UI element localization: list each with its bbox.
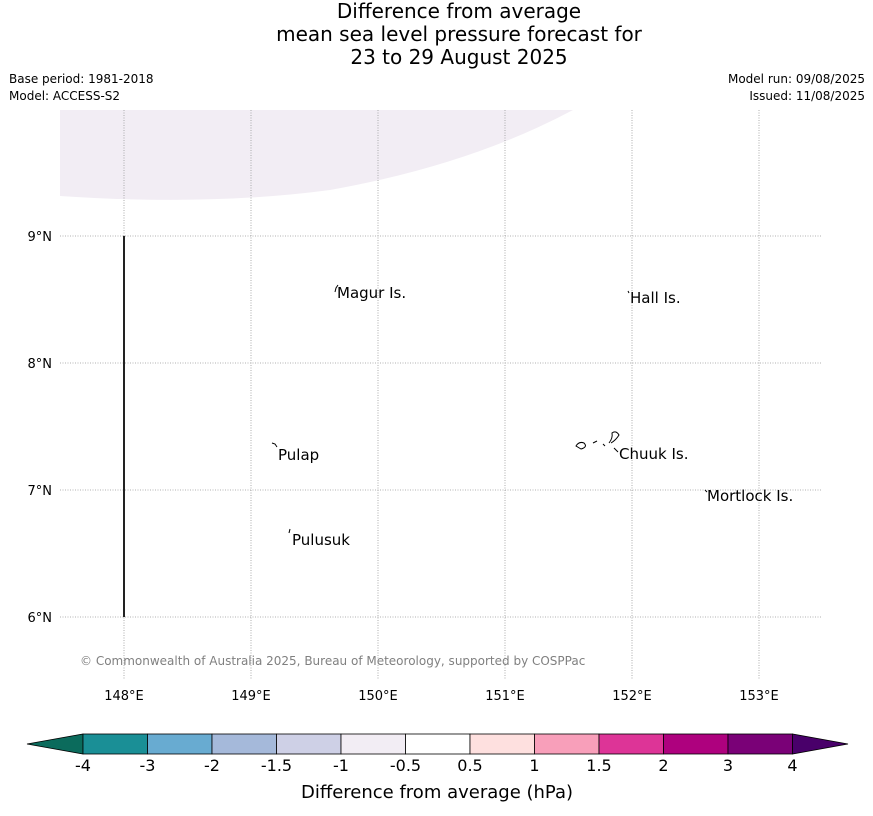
colorbar-tick-label: 4 xyxy=(787,756,797,775)
colorbar: -4 -3 -2 -1.5 -1 -0.5 0.5 1 1.5 2 3 4 xyxy=(26,733,849,775)
lat-tick-label: 6°N xyxy=(28,611,53,626)
lon-tick-label: 153°E xyxy=(739,689,779,704)
gridlines xyxy=(60,110,822,680)
axis-labels: 9°N 8°N 7°N 6°N 148°E 149°E 150°E 151°E 152°E 153… xyxy=(28,230,779,704)
colorbar-tick-label: -4 xyxy=(75,756,91,775)
colorbar-tick-label: -1.5 xyxy=(261,756,292,775)
pulap-island-mark xyxy=(271,442,278,448)
lat-tick-label: 9°N xyxy=(28,230,53,245)
lat-tick-label: 8°N xyxy=(28,357,53,372)
shaded-anomaly-region xyxy=(60,110,573,200)
lon-tick-label: 151°E xyxy=(485,689,525,704)
model-name: Model: ACCESS-S2 xyxy=(9,89,121,103)
colorbar-swatch xyxy=(405,733,471,755)
base-period: Base period: 1981-2018 xyxy=(9,72,154,86)
colorbar-tick-label: 1.5 xyxy=(586,756,611,775)
colorbar-swatch xyxy=(663,733,729,755)
place-label-chuuk-is: Chuuk Is. xyxy=(619,445,688,463)
colorbar-swatch xyxy=(211,733,277,755)
colorbar-swatch xyxy=(276,733,342,755)
colorbar-swatch xyxy=(598,733,664,755)
lon-tick-label: 149°E xyxy=(231,689,271,704)
lat-tick-label: 7°N xyxy=(28,484,53,499)
meta-left: Base period: 1981-2018 Model: ACCESS-S2 xyxy=(9,71,154,105)
place-label-pulusuk: Pulusuk xyxy=(292,531,350,549)
colorbar-tick-label: 1 xyxy=(529,756,539,775)
island-outlines xyxy=(271,284,708,534)
colorbar-tick-label: -3 xyxy=(140,756,156,775)
meta-right: Model run: 09/08/2025 Issued: 11/08/2025 xyxy=(728,71,865,105)
colorbar-swatch xyxy=(147,733,213,755)
anomaly-shade xyxy=(60,110,573,200)
magur-island-mark xyxy=(334,284,339,293)
colorbar-tick-label: 0.5 xyxy=(457,756,482,775)
colorbar-swatch xyxy=(727,733,793,755)
pulusuk-island-mark xyxy=(288,528,291,534)
colorbar-title: Difference from average (hPa) xyxy=(301,782,573,803)
colorbar-over-arrow xyxy=(792,733,849,755)
title-line-1: Difference from average xyxy=(336,0,582,23)
lon-tick-label: 152°E xyxy=(612,689,652,704)
chuuk-lagoon-mark xyxy=(575,431,620,453)
title-line-2: mean sea level pressure forecast for xyxy=(276,22,642,46)
mortlock-island-mark xyxy=(704,489,708,493)
colorbar-tick-label: -0.5 xyxy=(390,756,421,775)
colorbar-swatch xyxy=(340,733,406,755)
colorbar-tick-label: 2 xyxy=(658,756,668,775)
chart-title: Difference from average mean sea level p… xyxy=(0,0,873,69)
hall-island-mark xyxy=(627,290,630,294)
colorbar-swatch xyxy=(82,733,148,755)
place-labels: Magur Is. Hall Is. Pulap Chuuk Is. Mortlock … xyxy=(278,284,793,549)
title-line-3: 23 to 29 August 2025 xyxy=(350,45,568,69)
lon-tick-label: 150°E xyxy=(358,689,398,704)
issued-date: Issued: 11/08/2025 xyxy=(749,89,865,103)
colorbar-swatch xyxy=(534,733,600,755)
colorbar-tick-label: -2 xyxy=(204,756,220,775)
colorbar-swatch xyxy=(469,733,535,755)
place-label-pulap: Pulap xyxy=(278,446,319,464)
copyright-notice: © Commonwealth of Australia 2025, Bureau… xyxy=(80,654,585,668)
model-run: Model run: 09/08/2025 xyxy=(727,72,865,86)
colorbar-tick-label: -1 xyxy=(333,756,349,775)
colorbar-tick-label: 3 xyxy=(723,756,733,775)
place-label-hall-is: Hall Is. xyxy=(630,289,681,307)
place-label-magur-is: Magur Is. xyxy=(337,284,406,302)
place-label-mortlock-is: Mortlock Is. xyxy=(707,487,793,505)
colorbar-under-arrow xyxy=(26,733,84,755)
lon-tick-label: 148°E xyxy=(104,689,144,704)
